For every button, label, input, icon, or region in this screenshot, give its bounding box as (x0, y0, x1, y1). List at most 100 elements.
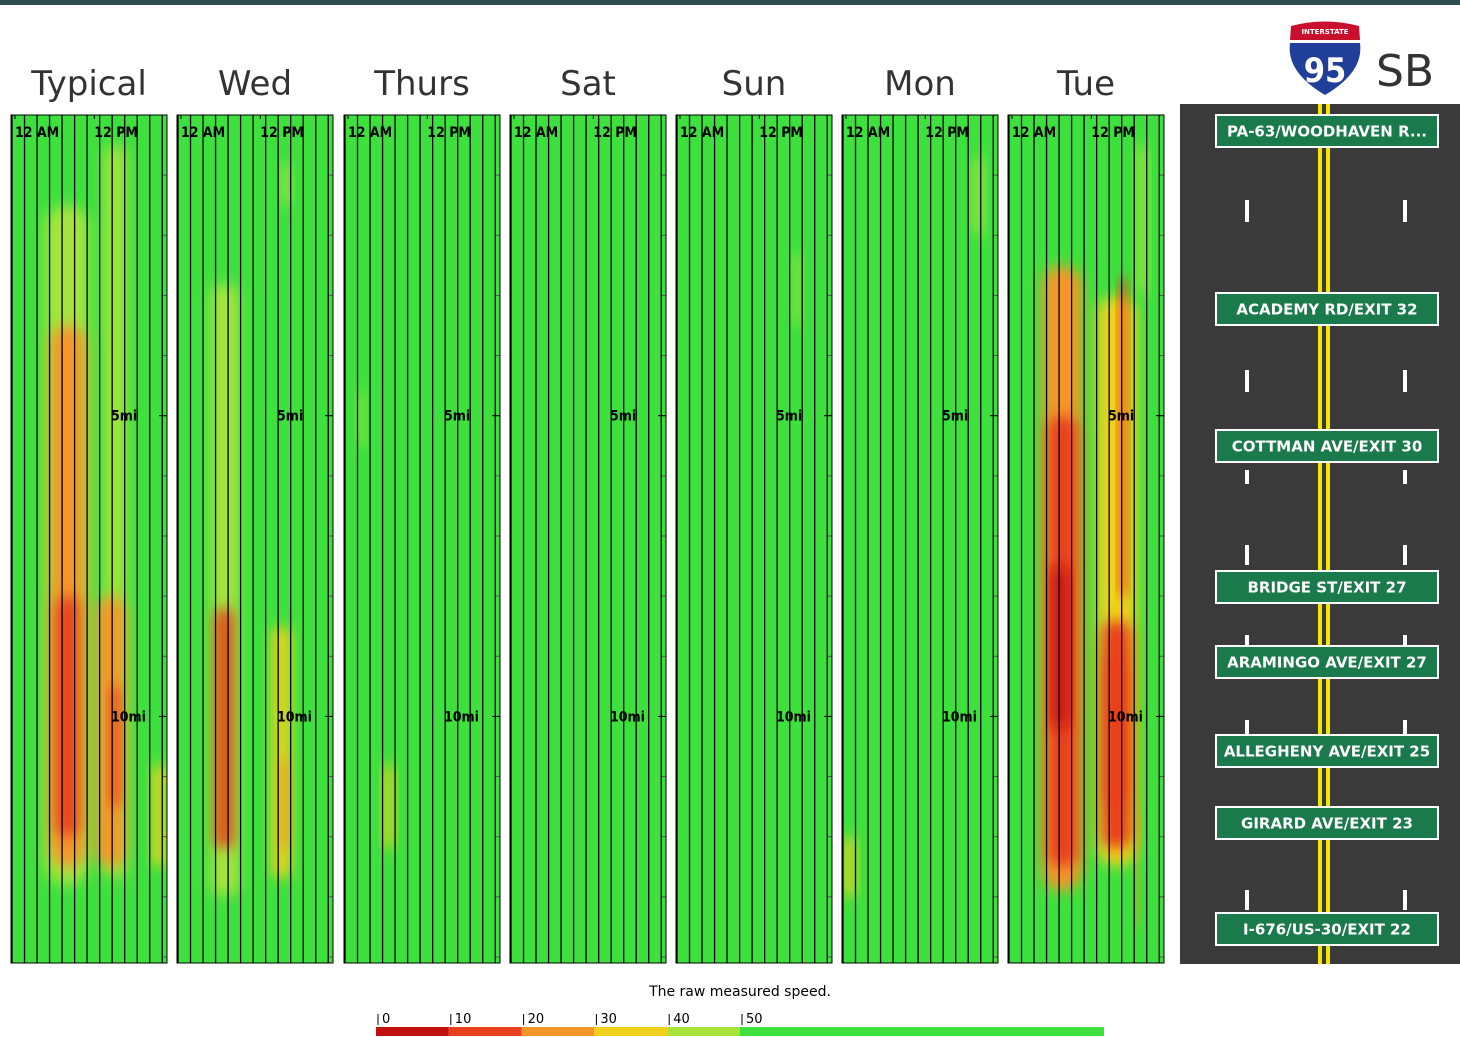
legend-tick-label: 50 (746, 1012, 763, 1027)
y-tick-label: 10mi (942, 709, 977, 725)
panel-frame (10, 114, 168, 964)
zones (793, 253, 801, 326)
congestion-zone (1119, 277, 1127, 597)
congestion-zone (1052, 566, 1068, 729)
x-tick-label: 12 PM (427, 125, 471, 141)
y-tick-label: 5mi (776, 409, 802, 425)
x-tick-label: 12 AM (15, 125, 59, 141)
panel-frame (176, 114, 334, 964)
sign-label: ACADEMY RD/EXIT 32 (1236, 301, 1417, 319)
y-tick-label: 5mi (111, 409, 137, 425)
heatmap-panel: Tue 12 AM 12 PM 5mi 10mi (1007, 64, 1165, 964)
interstate-shield: INTERSTATE 95 (1285, 17, 1365, 100)
sign-label: ALLEGHENY AVE/EXIT 25 (1224, 743, 1430, 761)
congestion-zone (1107, 656, 1125, 807)
legend-tick-label: 40 (673, 1012, 690, 1027)
panel-title: Sat (560, 64, 616, 104)
panel-background (510, 115, 666, 963)
sign-label: COTTMAN AVE/EXIT 30 (1232, 438, 1423, 456)
panel-title: Tue (1056, 64, 1115, 104)
panel-title: Thurs (373, 64, 470, 104)
x-tick-label: 12 AM (514, 125, 558, 141)
congestion-zone (383, 764, 394, 849)
congestion-zone (843, 836, 856, 897)
panel-frame (1007, 114, 1165, 964)
legend-tick-label: 10 (455, 1012, 472, 1027)
y-tick-label: 5mi (277, 409, 303, 425)
sign-label: GIRARD AVE/EXIT 23 (1241, 815, 1413, 833)
sign-label: BRIDGE ST/EXIT 27 (1247, 579, 1406, 597)
legend-tick-label: 20 (528, 1012, 545, 1027)
exit-sign: ARAMINGO AVE/EXIT 27 (1215, 645, 1439, 679)
panel-background (177, 115, 333, 963)
legend-tick-label: 0 (382, 1012, 390, 1027)
sign-board (1215, 570, 1439, 604)
panel-frame (675, 114, 833, 964)
x-tick-label: 12 AM (348, 125, 392, 141)
panel-background (842, 115, 998, 963)
panel-title: Mon (884, 64, 956, 104)
panel-background (344, 115, 500, 963)
congestion-zone (793, 253, 801, 326)
x-tick-label: 12 PM (759, 125, 803, 141)
heatmap-panel: Sun 12 AM 12 PM 5mi 10mi (675, 64, 833, 964)
sign-board (1215, 114, 1439, 148)
sign-label: ARAMINGO AVE/EXIT 27 (1227, 654, 1427, 672)
congestion-zone (357, 391, 365, 446)
panel-background (676, 115, 832, 963)
heatmap-panel: Wed 12 AM 12 PM 5mi 10mi (176, 64, 334, 964)
panel-frame (841, 114, 999, 964)
y-tick-label: 10mi (111, 709, 146, 725)
exit-sign: I-676/US-30/EXIT 22 (1215, 912, 1439, 946)
sign-board (1215, 645, 1439, 679)
panel-frame (509, 114, 667, 964)
legend-swatch (521, 1027, 595, 1036)
y-tick-label: 10mi (776, 709, 811, 725)
x-tick-label: 12 PM (260, 125, 304, 141)
y-tick-label: 10mi (1108, 709, 1143, 725)
x-tick-label: 12 AM (846, 125, 890, 141)
congestion-zone (1134, 806, 1140, 927)
sign-label: PA-63/WOODHAVEN R... (1227, 123, 1427, 141)
exit-sign: PA-63/WOODHAVEN R... (1215, 114, 1439, 148)
legend-title: The raw measured speed. (648, 984, 831, 1000)
exit-sign: ACADEMY RD/EXIT 32 (1215, 292, 1439, 326)
legend-swatch (740, 1027, 1104, 1036)
y-tick-label: 5mi (1108, 409, 1134, 425)
y-tick-label: 10mi (610, 709, 645, 725)
heatmap-panel: Thurs 12 AM 12 PM 5mi 10mi (343, 64, 501, 964)
legend-swatch (448, 1027, 522, 1036)
exit-sign: GIRARD AVE/EXIT 23 (1215, 806, 1439, 840)
heatmap-panel: Typical 12 AM 12 PM 5mi 10mi (10, 64, 168, 964)
heatmap-panel: Mon 12 AM 12 PM 5mi 10mi (841, 64, 999, 964)
panel-frame (343, 114, 501, 964)
sign-board (1215, 912, 1439, 946)
congestion-zone (281, 163, 291, 206)
x-tick-label: 12 AM (181, 125, 225, 141)
congestion-zone (973, 157, 984, 236)
x-tick-label: 12 AM (680, 125, 724, 141)
zones (210, 163, 291, 897)
sign-board (1215, 806, 1439, 840)
x-tick-label: 12 PM (925, 125, 969, 141)
shield-label: INTERSTATE (1301, 28, 1348, 36)
legend-swatch (376, 1027, 449, 1036)
x-tick-label: 12 PM (94, 125, 138, 141)
x-tick-label: 12 PM (1091, 125, 1135, 141)
legend-swatch (667, 1027, 740, 1036)
sign-board (1215, 292, 1439, 326)
sign-board (1215, 734, 1439, 768)
y-tick-label: 5mi (444, 409, 470, 425)
shield-number: 95 (1304, 51, 1347, 91)
y-tick-label: 10mi (277, 709, 312, 725)
exit-sign: BRIDGE ST/EXIT 27 (1215, 570, 1439, 604)
y-tick-label: 5mi (942, 409, 968, 425)
x-tick-label: 12 AM (1012, 125, 1056, 141)
heatmap-panel: Sat 12 AM 12 PM 5mi 10mi (509, 64, 667, 964)
exit-sign: ALLEGHENY AVE/EXIT 25 (1215, 734, 1439, 768)
panel-title: Typical (30, 64, 147, 104)
y-tick-label: 5mi (610, 409, 636, 425)
congestion-zone (152, 764, 167, 867)
exit-sign: COTTMAN AVE/EXIT 30 (1215, 429, 1439, 463)
congestion-zone (280, 758, 289, 849)
